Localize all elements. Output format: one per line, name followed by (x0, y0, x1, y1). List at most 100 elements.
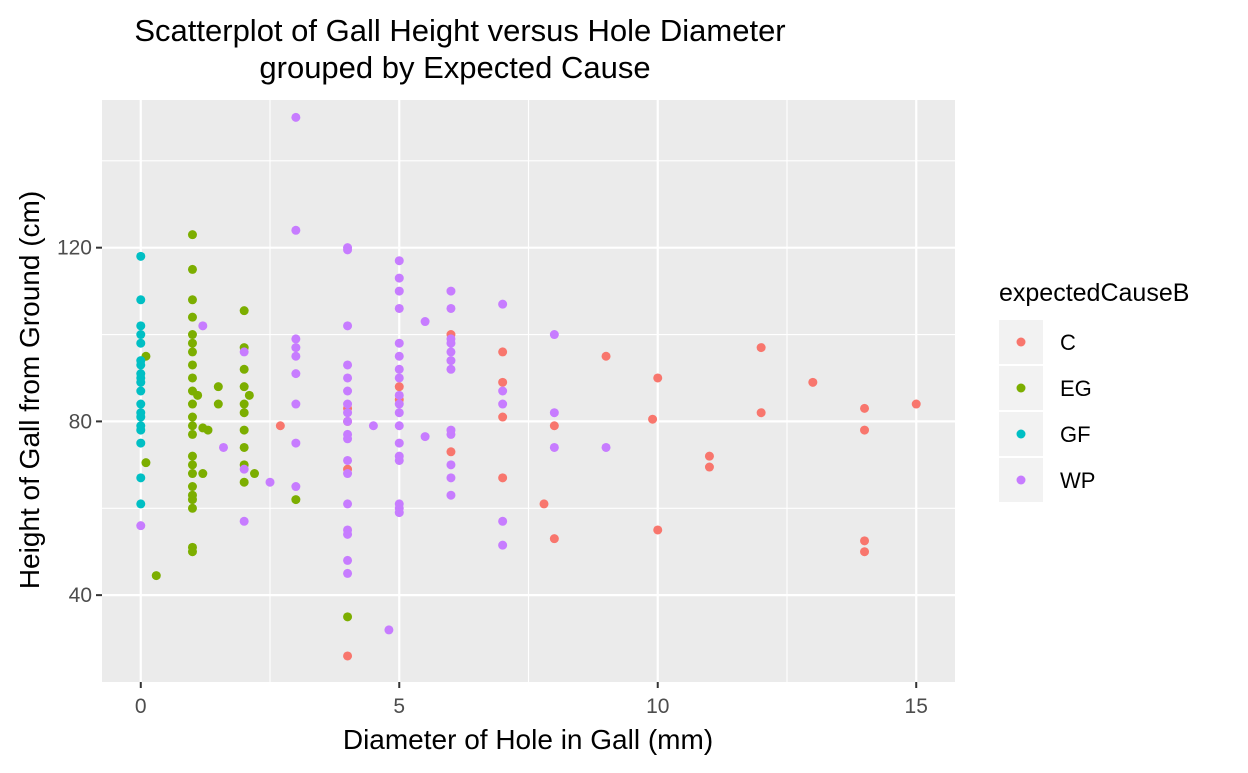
legend-item-eg: EG (999, 366, 1092, 410)
data-point (394, 408, 404, 418)
series-gf (136, 251, 146, 509)
data-point (239, 382, 249, 392)
series-c (275, 330, 921, 661)
data-point (136, 338, 146, 348)
data-point (291, 225, 301, 235)
data-point (213, 382, 223, 392)
y-axis-title: Height of Gall from Ground (cm) (14, 191, 45, 589)
data-point (239, 516, 249, 526)
data-point (343, 386, 353, 396)
data-point (187, 495, 197, 505)
data-point (704, 462, 714, 472)
legend-key-marker (1016, 337, 1026, 347)
data-point (291, 399, 301, 409)
data-point (275, 421, 285, 431)
data-point (394, 438, 404, 448)
data-point (498, 516, 508, 526)
data-point (343, 245, 353, 255)
data-point (151, 571, 161, 581)
data-point (187, 360, 197, 370)
data-point (539, 499, 549, 509)
data-point (446, 338, 456, 348)
data-point (498, 399, 508, 409)
data-point (808, 377, 818, 387)
data-point (446, 429, 456, 439)
x-axis-title: Diameter of Hole in Gall (mm) (343, 724, 713, 755)
data-point (291, 495, 301, 505)
data-point (291, 438, 301, 448)
data-point (291, 369, 301, 379)
data-point (198, 321, 208, 331)
data-point (343, 434, 353, 444)
data-point (136, 438, 146, 448)
y-tick-label: 40 (69, 584, 92, 607)
data-point (239, 425, 249, 435)
data-point (704, 451, 714, 461)
data-point (187, 503, 197, 513)
data-point (549, 330, 559, 340)
data-point (549, 421, 559, 431)
data-point (446, 347, 456, 357)
data-point (187, 429, 197, 439)
data-point (549, 534, 559, 544)
data-point (136, 399, 146, 409)
data-point (343, 399, 353, 409)
data-point (213, 399, 223, 409)
data-point (239, 408, 249, 418)
data-point (860, 403, 870, 413)
data-point (343, 416, 353, 426)
data-point (343, 612, 353, 622)
data-point (239, 364, 249, 374)
data-point (446, 447, 456, 457)
data-point (291, 482, 301, 492)
axis-ticks: 0 5 10 15 40 80 120 (57, 237, 928, 718)
data-point (239, 399, 249, 409)
data-point (187, 412, 197, 422)
data-point (394, 399, 404, 409)
data-point (498, 473, 508, 483)
legend: C EG GF WP (999, 320, 1095, 502)
data-point (136, 499, 146, 509)
data-point (653, 525, 663, 535)
legend-label: WP (1060, 468, 1095, 493)
data-point (498, 386, 508, 396)
data-point (549, 408, 559, 418)
legend-item-gf: GF (999, 412, 1091, 456)
data-point (136, 330, 146, 340)
data-point (291, 351, 301, 361)
data-point (394, 273, 404, 283)
legend-key-marker (1016, 383, 1026, 393)
data-point (244, 390, 254, 400)
data-point (394, 351, 404, 361)
data-point (343, 529, 353, 539)
data-point (343, 360, 353, 370)
data-point (446, 473, 456, 483)
grid-lines (102, 100, 955, 682)
series-eg (141, 230, 353, 622)
data-point (394, 373, 404, 383)
data-point (394, 390, 404, 400)
data-point (239, 347, 249, 357)
data-point (136, 412, 146, 422)
data-point (187, 421, 197, 431)
legend-item-c: C (999, 320, 1076, 364)
data-point (756, 408, 766, 418)
data-point (446, 356, 456, 366)
data-point (343, 499, 353, 509)
x-tick-label: 15 (905, 695, 928, 718)
legend-item-wp: WP (999, 458, 1095, 502)
data-point (239, 306, 249, 316)
data-point (394, 421, 404, 431)
x-tick-label: 0 (135, 695, 147, 718)
data-point (187, 347, 197, 357)
data-point (136, 386, 146, 396)
data-point (420, 432, 430, 442)
data-point (911, 399, 921, 409)
data-point (265, 477, 275, 487)
chart-title-line-2: grouped by Expected Cause (259, 50, 650, 85)
data-point (239, 442, 249, 452)
data-point (343, 455, 353, 465)
data-point (187, 330, 197, 340)
